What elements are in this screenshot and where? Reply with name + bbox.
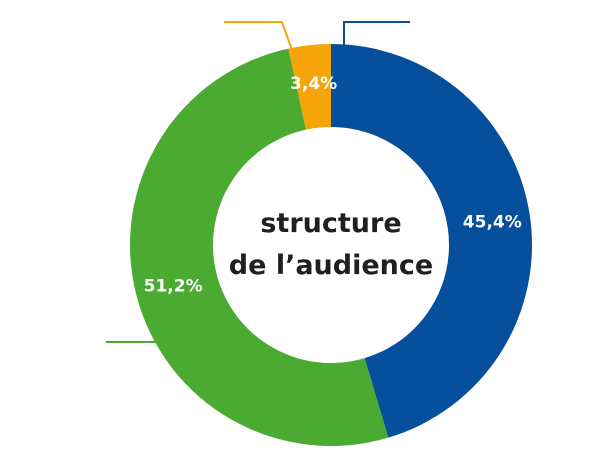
donut-slice-2 — [288, 44, 331, 130]
center-title-line-1: structure — [260, 208, 401, 239]
slice-label-1: 51,2% — [144, 277, 203, 297]
leader-line-blue — [343, 21, 410, 47]
leader-line-orange — [224, 21, 293, 51]
leader-lines — [106, 21, 410, 343]
slice-label-2: 3,4% — [290, 74, 337, 94]
slice-labels: 45,4% 51,2% 3,4% — [144, 74, 522, 297]
donut-slices — [130, 44, 533, 447]
donut-slice-1 — [130, 48, 389, 447]
center-title-line-2: de l’audience — [229, 250, 433, 281]
donut-slice-0 — [331, 44, 533, 438]
slice-label-0: 45,4% — [463, 213, 522, 233]
